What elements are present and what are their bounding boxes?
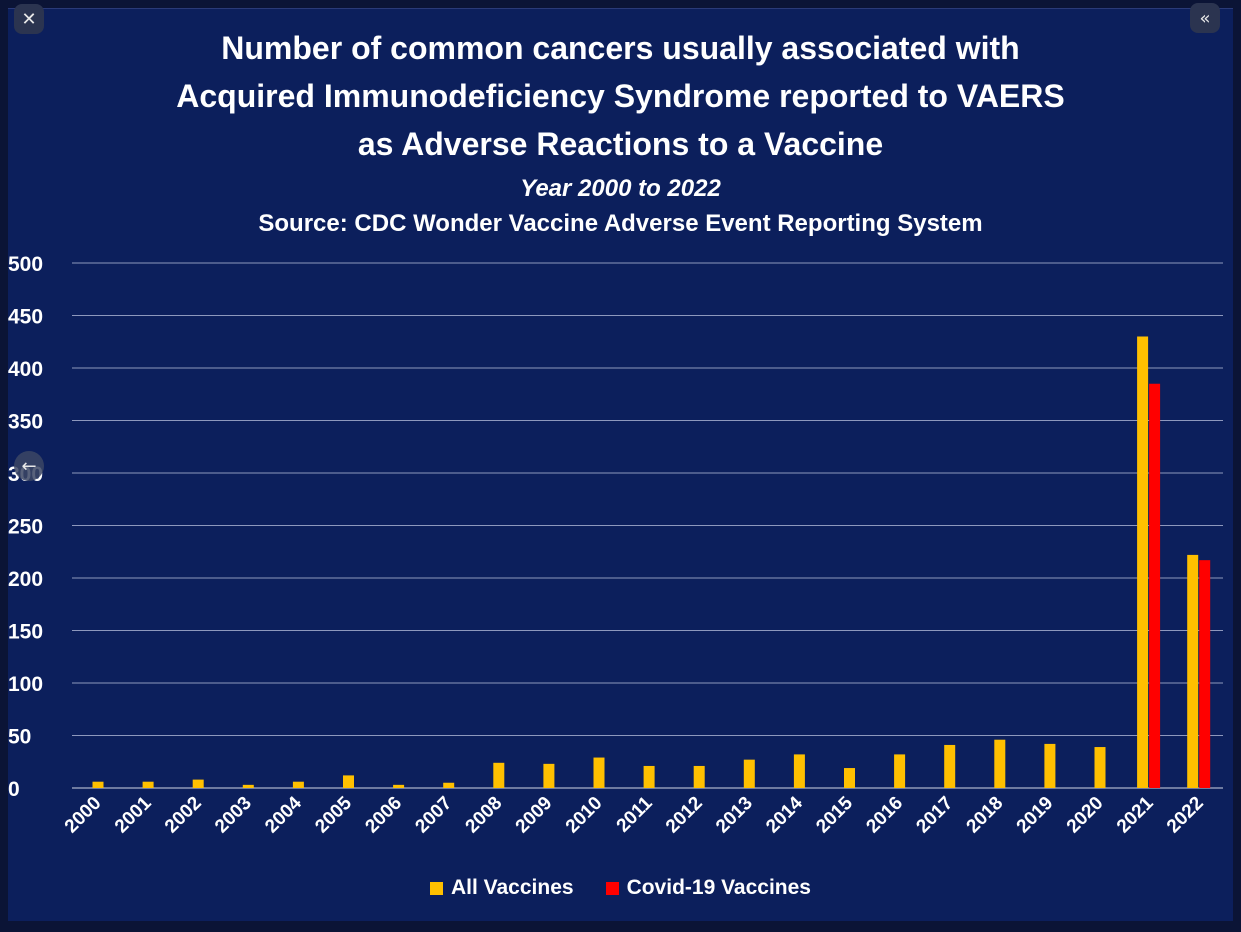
legend-label-all-vaccines: All Vaccines	[450, 876, 574, 899]
x-tick-label: 2009	[512, 793, 557, 838]
x-tick-label: 2022	[1163, 793, 1208, 838]
chart-source: Source: CDC Wonder Vaccine Adverse Event…	[258, 210, 983, 237]
x-tick-label: 2006	[361, 793, 406, 838]
y-tick-label: 200	[8, 568, 43, 591]
y-tick-label: 50	[8, 726, 31, 749]
bar-all-vaccines	[793, 754, 805, 788]
double-chevron-left-icon[interactable]: «	[1190, 3, 1220, 33]
bar-all-vaccines	[743, 759, 755, 788]
legend-swatch-covid-vaccines	[605, 881, 619, 895]
chart-frame	[8, 8, 1233, 921]
x-tick-label: 2018	[963, 793, 1008, 838]
y-tick-label: 0	[8, 778, 20, 801]
bar-all-vaccines	[493, 762, 505, 788]
x-tick-label: 2001	[111, 792, 156, 837]
x-tick-label: 2000	[61, 793, 106, 838]
bar-all-vaccines	[393, 784, 405, 788]
bar-all-vaccines	[242, 784, 254, 788]
bar-all-vaccines	[1137, 336, 1149, 788]
close-glyph: ✕	[21, 8, 37, 30]
y-tick-label: 350	[8, 411, 43, 434]
bar-all-vaccines	[894, 754, 906, 788]
x-tick-label: 2005	[311, 792, 356, 837]
chart-subtitle: Year 2000 to 2022	[520, 175, 721, 202]
bar-covid-vaccines	[1149, 383, 1161, 788]
bar-all-vaccines	[944, 744, 956, 788]
bar-all-vaccines	[593, 757, 605, 788]
y-tick-label: 100	[8, 673, 43, 696]
x-tick-label: 2021	[1113, 792, 1158, 837]
bar-all-vaccines	[643, 765, 655, 788]
legend-label-covid-vaccines: Covid-19 Vaccines	[626, 876, 811, 899]
bar-all-vaccines	[844, 768, 855, 788]
x-tick-label: 2013	[712, 793, 757, 838]
x-tick-label: 2020	[1063, 793, 1108, 838]
x-tick-label: 2017	[912, 793, 957, 838]
x-tick-label: 2011	[613, 792, 657, 836]
bar-all-vaccines	[1187, 554, 1199, 788]
bar-all-vaccines	[693, 765, 705, 788]
title-block: Number of common cancers usually associa…	[0, 24, 1241, 242]
collapse-glyph: «	[1199, 7, 1211, 29]
x-tick-label: 2016	[862, 793, 907, 838]
legend-item-all-vaccines: All Vaccines	[429, 876, 574, 900]
bar-all-vaccines	[1044, 743, 1056, 788]
close-icon[interactable]: ✕	[14, 4, 44, 34]
bar-all-vaccines	[292, 781, 304, 788]
x-tick-label: 2003	[211, 793, 256, 838]
x-tick-label: 2012	[662, 793, 707, 838]
y-tick-label: 250	[8, 516, 43, 539]
legend-swatch-all-vaccines	[429, 881, 443, 895]
bar-all-vaccines	[192, 779, 204, 788]
y-tick-label: 500	[8, 253, 43, 276]
x-tick-label: 2002	[161, 793, 206, 838]
bar-all-vaccines	[92, 781, 104, 788]
bar-all-vaccines	[142, 781, 154, 788]
x-tick-label: 2014	[762, 792, 807, 837]
legend-item-covid-vaccines: Covid-19 Vaccines	[605, 876, 811, 900]
legend: All Vaccines Covid-19 Vaccines	[0, 876, 1241, 900]
y-tick-label: 150	[8, 621, 43, 644]
arrow-left-icon[interactable]: ←	[14, 451, 44, 481]
x-tick-label: 2015	[812, 792, 857, 837]
bar-covid-vaccines	[1199, 560, 1211, 788]
bar-all-vaccines	[543, 763, 555, 788]
y-tick-label: 400	[8, 358, 43, 381]
bar-all-vaccines	[994, 739, 1006, 788]
chart-title: Number of common cancers usually associa…	[176, 30, 1065, 162]
x-tick-label: 2019	[1013, 793, 1058, 838]
x-tick-label: 2004	[261, 792, 306, 837]
bar-all-vaccines	[443, 782, 455, 788]
bar-all-vaccines	[343, 775, 354, 788]
back-glyph: ←	[21, 455, 37, 477]
x-tick-label: 2008	[462, 793, 507, 838]
y-tick-label: 450	[8, 306, 43, 329]
bar-all-vaccines	[1094, 747, 1106, 788]
x-tick-label: 2010	[562, 793, 607, 838]
x-tick-label: 2007	[411, 793, 456, 838]
